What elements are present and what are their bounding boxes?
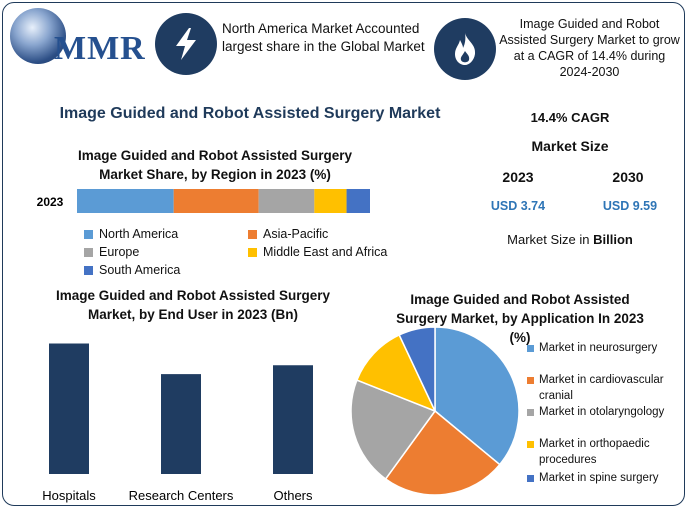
application-pie-slice bbox=[434, 326, 520, 466]
year-2030: 2030 bbox=[612, 169, 644, 185]
end-user-bar bbox=[49, 343, 89, 474]
region-bar-segment bbox=[314, 189, 347, 213]
value-2030: USD 9.59 bbox=[602, 199, 658, 213]
unit-note: Market Size in Billion bbox=[490, 232, 650, 247]
value-2023: USD 3.74 bbox=[490, 199, 546, 213]
end-user-bar bbox=[273, 365, 313, 474]
end-user-chart-title: Image Guided and Robot Assisted Surgery … bbox=[55, 288, 331, 322]
end-user-tick-label: Hospitals bbox=[42, 488, 96, 503]
legend-label: North America bbox=[99, 227, 179, 241]
legend-swatch bbox=[527, 409, 534, 416]
legend-swatch bbox=[527, 475, 534, 482]
legend-label: Market in otolaryngology bbox=[539, 406, 665, 418]
legend-label: Asia-Pacific bbox=[263, 227, 329, 241]
legend-item: South America bbox=[84, 263, 180, 277]
legend-item: Europe bbox=[84, 245, 139, 259]
end-user-bar bbox=[161, 374, 201, 474]
unit-note-prefix: Market Size in bbox=[507, 232, 594, 247]
legend-swatch bbox=[527, 345, 534, 352]
legend-swatch bbox=[84, 265, 93, 275]
legend-label: Market in spine surgery bbox=[539, 472, 659, 484]
legend-swatch bbox=[84, 229, 93, 239]
legend-item: Market in spine surgery bbox=[527, 470, 659, 486]
globe-icon bbox=[10, 8, 66, 64]
mmr-logo: MMR bbox=[10, 8, 145, 67]
year-2023: 2023 bbox=[502, 169, 534, 185]
flame-icon bbox=[434, 18, 496, 80]
infographic-frame bbox=[2, 2, 685, 506]
application-pie-slice bbox=[355, 333, 437, 413]
legend-swatch bbox=[527, 441, 534, 448]
application-pie-slice bbox=[384, 409, 501, 496]
legend-swatch bbox=[248, 247, 257, 257]
lightning-icon bbox=[155, 13, 217, 75]
legend-item: North America bbox=[84, 227, 178, 241]
region-bar-segment bbox=[77, 189, 174, 213]
application-pie-slice bbox=[398, 326, 436, 412]
legend-label: Market in cardiovascular cranial bbox=[539, 374, 664, 402]
logo-text: MMR bbox=[54, 30, 146, 67]
legend-item: Asia-Pacific bbox=[248, 227, 328, 241]
end-user-tick-label: Research Centers bbox=[129, 488, 234, 503]
legend-item: Middle East and Africa bbox=[248, 245, 387, 259]
legend-item: Market in neurosurgery bbox=[527, 340, 657, 356]
legend-label: Middle East and Africa bbox=[263, 245, 388, 259]
cagr-label: 14.4% CAGR bbox=[530, 110, 610, 125]
legend-swatch bbox=[248, 229, 257, 239]
region-chart-title: Image Guided and Robot Assisted Surgery … bbox=[77, 148, 353, 182]
region-bar-segment bbox=[346, 189, 370, 213]
market-size-label: Market Size bbox=[531, 138, 609, 154]
region-bar-segment bbox=[258, 189, 315, 213]
end-user-tick-label: Others bbox=[273, 488, 313, 503]
north-america-fact: North America Market Accounted largest s… bbox=[222, 21, 425, 54]
application-pie-slice bbox=[350, 379, 437, 481]
legend-item: Market in orthopaedic procedures bbox=[527, 436, 672, 468]
legend-label: Market in neurosurgery bbox=[539, 342, 658, 354]
cagr-fact: Image Guided and Robot Assisted Surgery … bbox=[499, 17, 680, 79]
legend-item: Market in cardiovascular cranial bbox=[527, 372, 677, 404]
unit-note-bold: Billion bbox=[593, 232, 633, 247]
legend-label: Market in orthopaedic procedures bbox=[539, 438, 650, 466]
legend-swatch bbox=[84, 247, 93, 257]
region-bar-segment bbox=[173, 189, 259, 213]
region-bar-category-label: 2023 bbox=[37, 195, 64, 209]
legend-label: South America bbox=[99, 263, 181, 277]
legend-item: Market in otolaryngology bbox=[527, 404, 664, 420]
application-chart-title: Image Guided and Robot Assisted Surgery … bbox=[396, 292, 644, 345]
legend-swatch bbox=[527, 377, 534, 384]
legend-label: Europe bbox=[99, 245, 140, 259]
main-title: Image Guided and Robot Assisted Surgery … bbox=[59, 105, 441, 122]
